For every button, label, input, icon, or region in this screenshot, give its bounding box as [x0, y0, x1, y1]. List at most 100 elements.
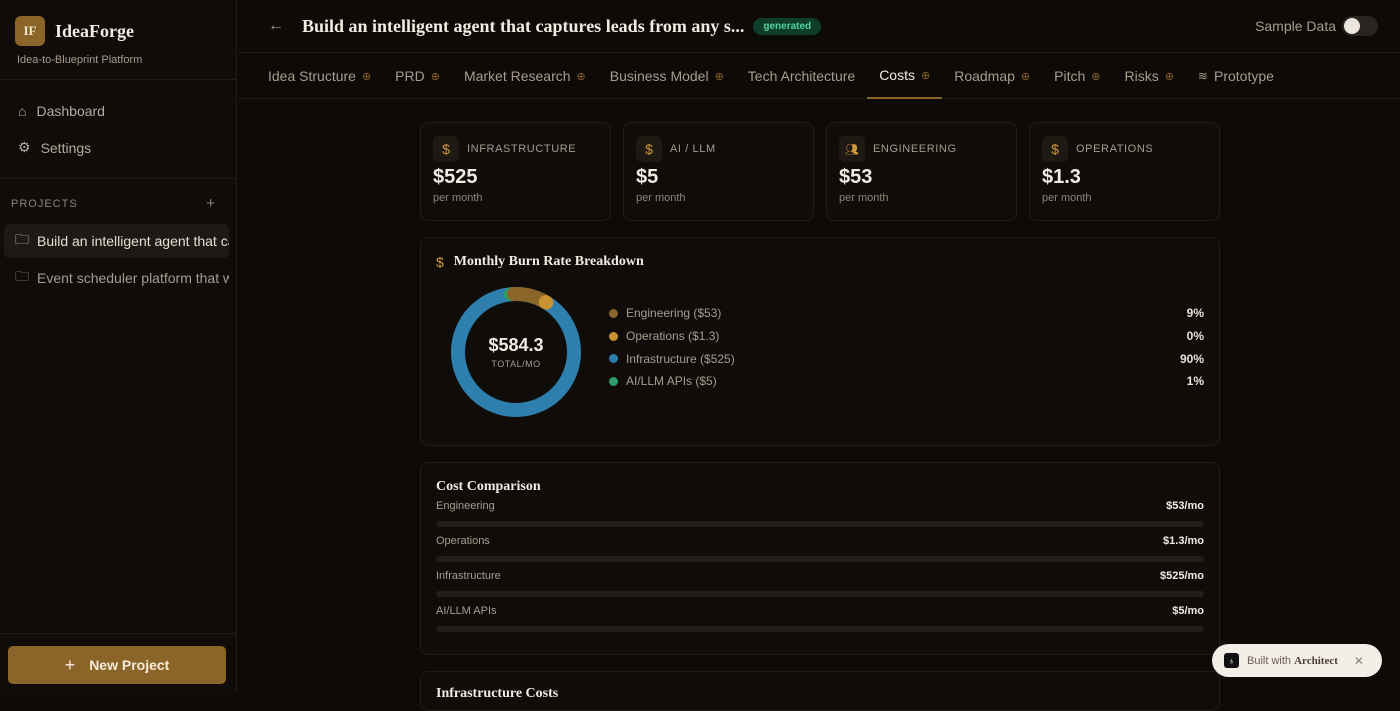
kpi-label: ENGINEERING [873, 143, 957, 155]
legend-label: Infrastructure ($525) [626, 351, 735, 366]
globe-icon: ⊕ [1091, 70, 1101, 83]
cost-bar [436, 521, 1204, 527]
globe-icon: ⊕ [430, 70, 440, 83]
tab-label: Risks [1124, 68, 1159, 84]
kpi-sub: per month [636, 192, 686, 204]
globe-icon: ⊕ [920, 69, 931, 82]
legend-label: Operations ($1.3) [626, 329, 720, 344]
close-icon[interactable]: ✕ [1353, 653, 1364, 668]
legend-item: Operations ($1.3) 0% [609, 325, 1204, 348]
legend-label: Engineering ($53) [626, 306, 722, 321]
kpi-value: $1.3 [1042, 166, 1081, 188]
row-label: Operations [436, 535, 490, 547]
project-label: Build an intelligent agent that captures… [37, 233, 229, 249]
tab-label: Market Research [463, 68, 571, 84]
folder-icon: 🗀 [15, 231, 29, 247]
legend-percent: 1% [1186, 374, 1204, 389]
tab-idea-structure[interactable]: Idea Structure ⊕ [256, 53, 383, 99]
kpi-value: $53 [839, 166, 873, 188]
folder-icon: 🗀 [15, 268, 29, 284]
legend-percent: 90% [1179, 351, 1204, 366]
cost-bar [436, 556, 1204, 562]
back-arrow-icon[interactable]: ← [268, 17, 284, 34]
kpi-label: INFRASTRUCTURE [467, 143, 577, 155]
tab-label: Idea Structure [268, 68, 356, 84]
dollar-icon: $ [636, 136, 662, 162]
kpi-label: AI / LLM [670, 143, 716, 155]
kpi-card: $ OPERATIONS $1.3 per month [1029, 122, 1220, 221]
donut-chart: $584.3 TOTAL/MO [446, 282, 586, 422]
row-label: Engineering [436, 500, 495, 512]
users-icon: 👥︎ [839, 136, 865, 162]
new-project-button[interactable]: + New Project [8, 646, 226, 684]
tagline: Idea-to-Blueprint Platform [17, 54, 143, 66]
nav-settings[interactable]: ⚙ Settings [0, 129, 236, 166]
tab-label: Costs [879, 67, 915, 83]
burn-rate-card: $ Monthly Burn Rate Breakdown $584.3 TOTAL… [420, 237, 1220, 446]
kpi-label: OPERATIONS [1076, 143, 1154, 155]
infrastructure-costs-card: Infrastructure Costs [420, 671, 1220, 711]
new-project-label: New Project [89, 657, 170, 673]
home-icon: ⌂ [18, 102, 27, 119]
projects-heading: PROJECTS [11, 197, 78, 210]
built-with-toast[interactable]: ♁ Built with Architect ✕ [1212, 644, 1382, 677]
page-title: Build an intelligent agent that captures… [302, 15, 745, 36]
globe-icon: ⊕ [714, 70, 724, 83]
add-project-icon[interactable]: + [206, 195, 216, 212]
globe-icon: ⊕ [1164, 70, 1174, 83]
cost-comparison-card: Cost Comparison Engineering $53/mo Operati… [420, 462, 1220, 655]
dollar-icon: $ [436, 254, 444, 270]
project-item[interactable]: 🗀 Build an intelligent agent that capture… [4, 224, 229, 258]
tab-market-research[interactable]: Market Research ⊕ [452, 53, 598, 99]
app-name: IdeaForge [55, 20, 134, 41]
row-value: $5/mo [1172, 605, 1204, 617]
tab-bar: Idea Structure ⊕ PRD ⊕ Market Research ⊕ Busin… [238, 53, 1400, 99]
cost-bar [436, 626, 1204, 632]
sidebar: IF IdeaForge Idea-to-Blueprint Platform … [0, 0, 237, 692]
legend-dot [609, 376, 618, 386]
card-title: Infrastructure Costs [436, 686, 559, 701]
tab-business-model[interactable]: Business Model ⊕ [598, 53, 736, 99]
total-value: $584.3 [488, 335, 544, 355]
row-label: Infrastructure [436, 570, 501, 582]
tab-costs[interactable]: Costs ⊕ [867, 53, 943, 99]
kpi-card: 👥︎ ENGINEERING $53 per month [826, 122, 1017, 221]
row-label: AI/LLM APIs [436, 605, 497, 617]
tab-label: Tech Architecture [747, 68, 856, 84]
status-badge: generated [753, 17, 822, 35]
kpi-value: $525 [433, 166, 478, 188]
kpi-value: $5 [636, 166, 659, 188]
toast-text: Built with Architect [1247, 654, 1338, 667]
card-title: Cost Comparison [436, 479, 541, 494]
gear-icon: ⚙ [18, 139, 31, 155]
tab-tech-architecture[interactable]: Tech Architecture [736, 53, 867, 99]
kpi-sub: per month [839, 192, 889, 204]
legend-percent: 9% [1186, 306, 1204, 321]
comparison-row: Operations $1.3/mo [436, 535, 1204, 562]
project-item[interactable]: 🗀 Event scheduler platform that works [4, 261, 229, 295]
logo: IF [15, 16, 45, 46]
total-label: TOTAL/MO [491, 359, 541, 369]
nav-label: Settings [40, 139, 92, 156]
tab-risks[interactable]: Risks ⊕ [1112, 53, 1185, 99]
sample-data-toggle[interactable] [1342, 16, 1378, 36]
nav-dashboard[interactable]: ⌂ Dashboard [0, 92, 236, 129]
layers-icon: ≋ [1197, 69, 1208, 83]
kpi-sub: per month [1042, 192, 1092, 204]
nav-label: Dashboard [36, 102, 105, 119]
kpi-card: $ AI / LLM $5 per month [623, 122, 814, 221]
comparison-row: Engineering $53/mo [436, 500, 1204, 527]
tab-roadmap[interactable]: Roadmap ⊕ [942, 53, 1042, 99]
plus-icon: + [64, 654, 76, 675]
cost-bar [436, 591, 1204, 597]
legend-dot [609, 331, 618, 341]
tab-prd[interactable]: PRD ⊕ [383, 53, 452, 99]
legend-item: AI/LLM APIs ($5) 1% [609, 370, 1204, 393]
row-value: $53/mo [1166, 500, 1204, 512]
tab-prototype[interactable]: ≋ Prototype [1186, 53, 1286, 99]
legend-label: AI/LLM APIs ($5) [626, 374, 717, 389]
row-value: $525/mo [1159, 570, 1204, 582]
globe-icon: ⊕ [576, 70, 586, 83]
tab-pitch[interactable]: Pitch ⊕ [1042, 53, 1112, 99]
donut-segment [451, 287, 581, 417]
